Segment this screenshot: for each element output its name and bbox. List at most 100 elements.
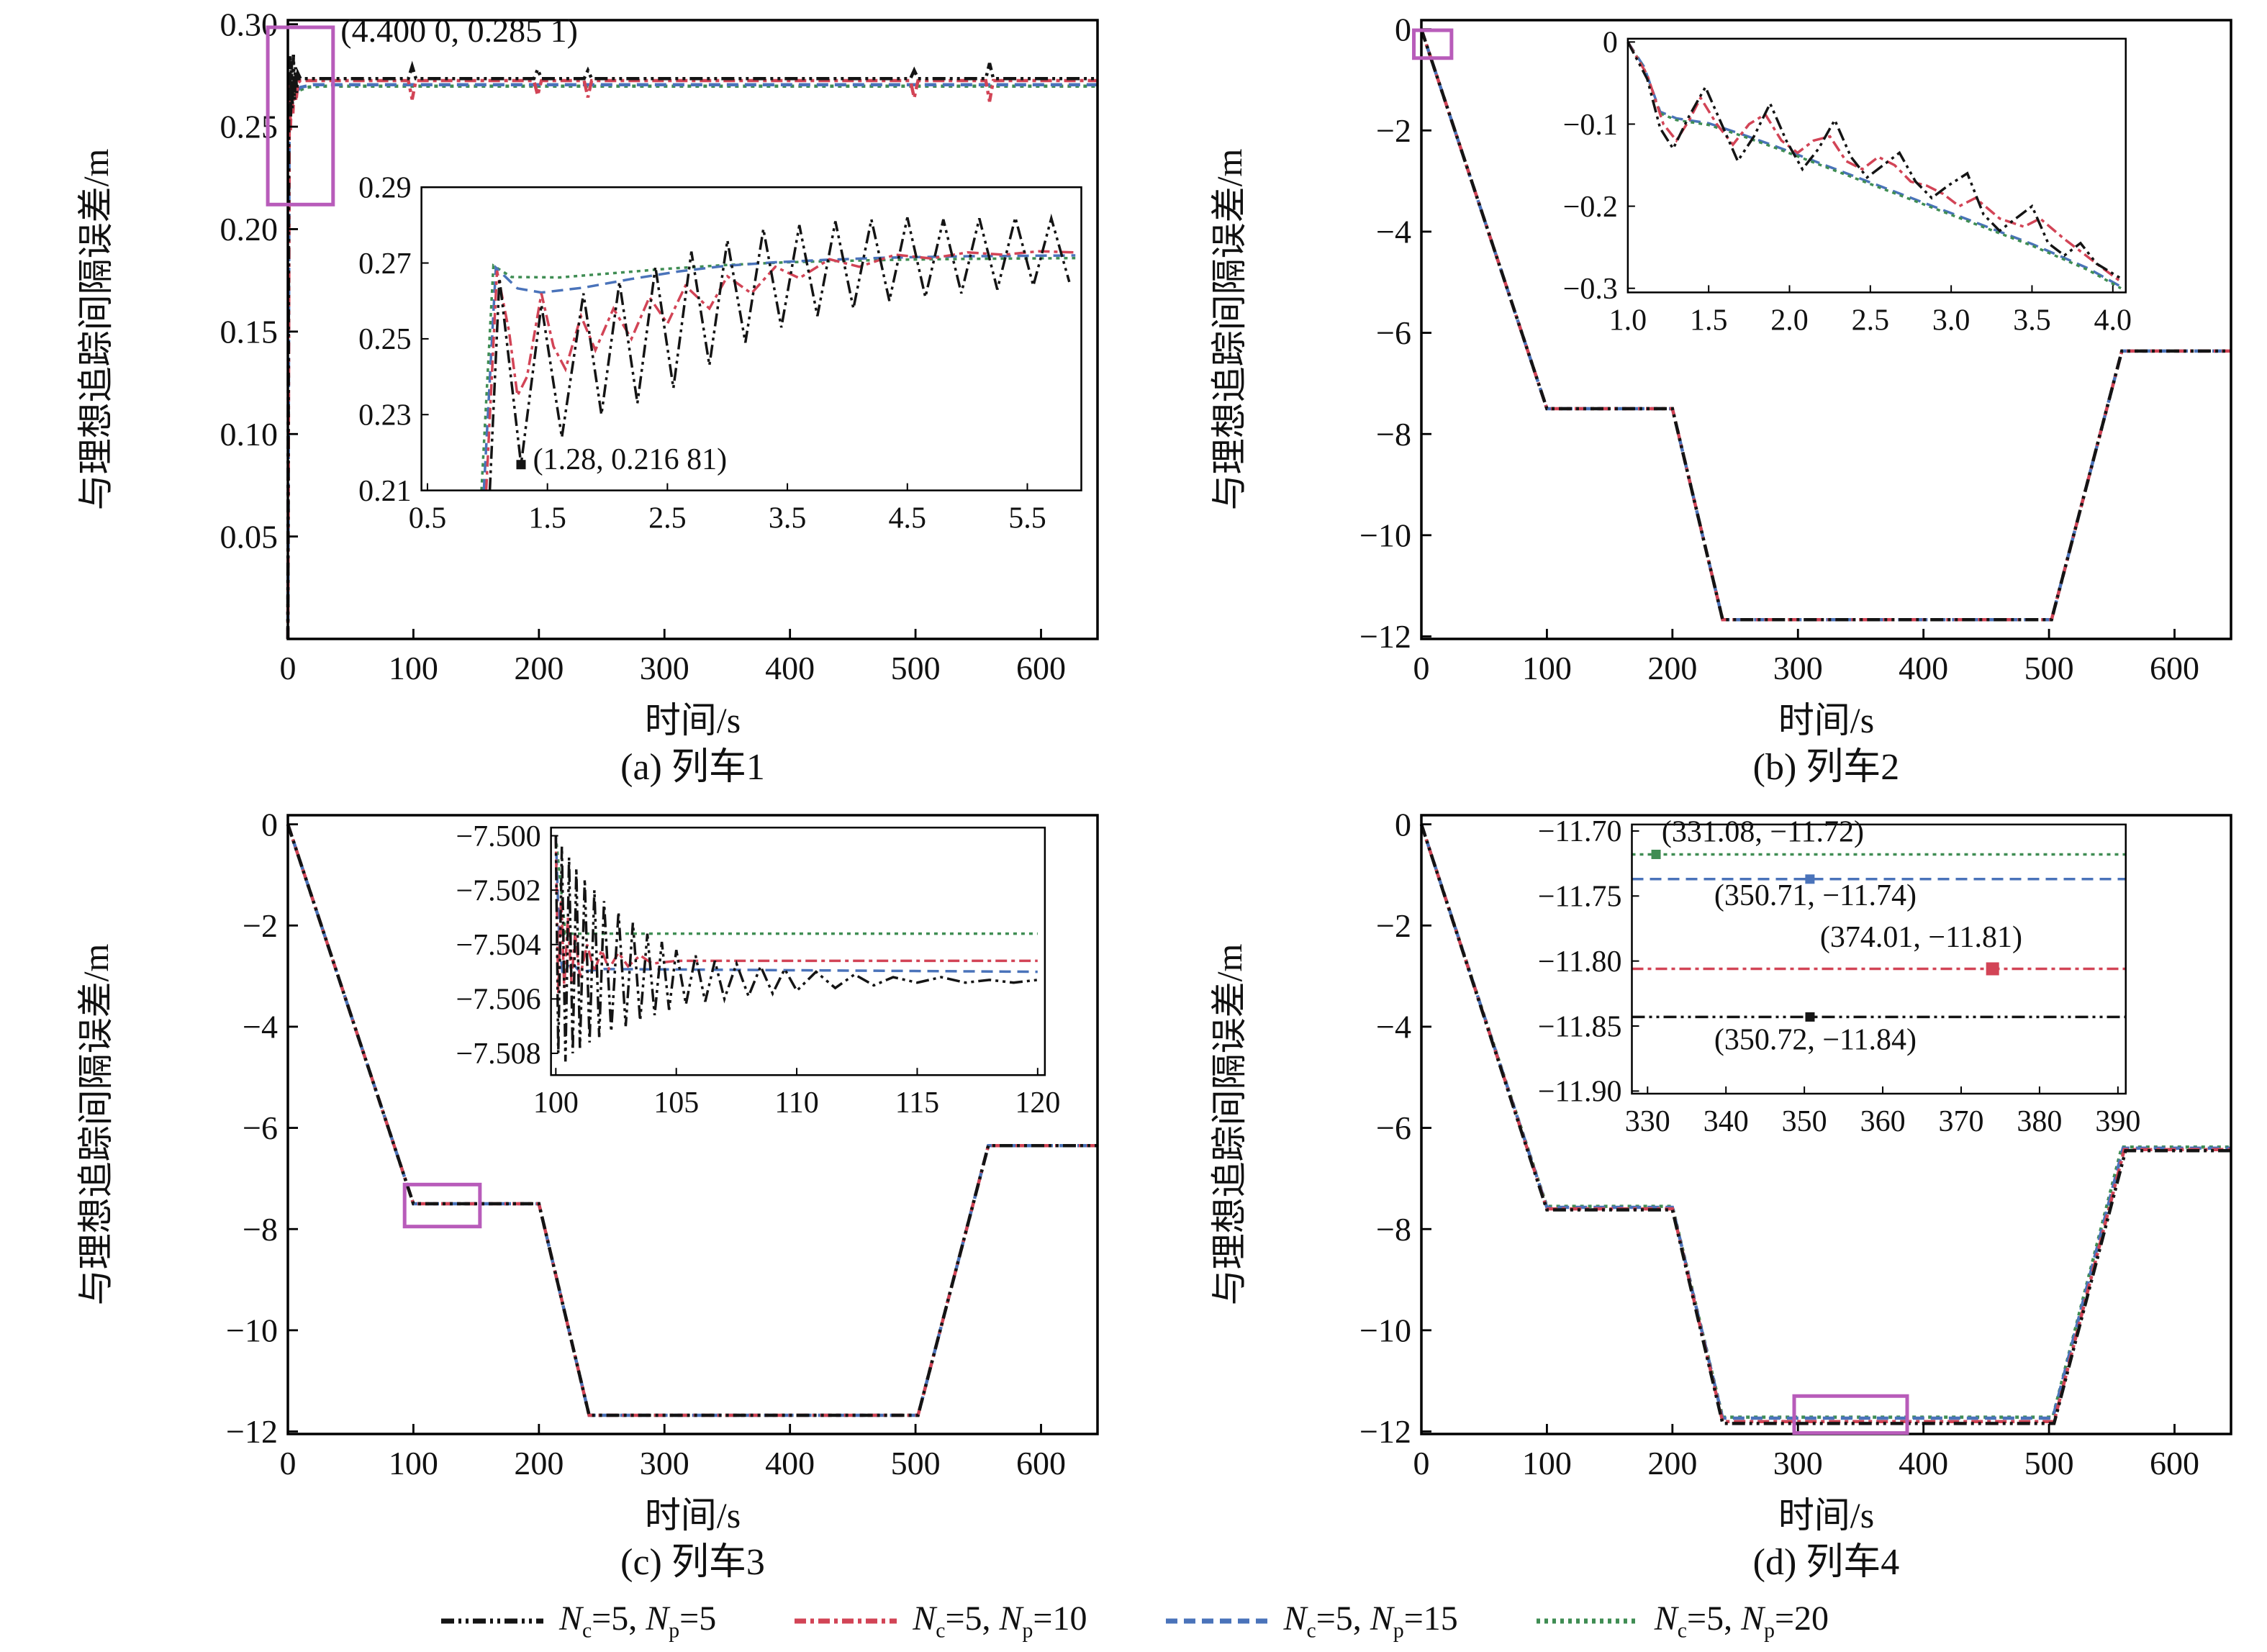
y-tick-label: 0.23 (358, 399, 412, 432)
series-np5 (554, 835, 1038, 1062)
annotation: (4.400 0, 0.285 1) (340, 12, 578, 49)
x-axis-label: 时间/s (1778, 700, 1874, 740)
y-tick-label: −6 (1376, 314, 1411, 351)
axes-frame (1631, 823, 2127, 1095)
legend-item-np5: Nc=5, Np=5 (438, 1599, 716, 1643)
x-tick-label: 3.5 (2013, 304, 2051, 337)
y-tick-label: −4 (243, 1009, 278, 1045)
y-tick-label: −6 (1376, 1109, 1411, 1146)
zoom-highlight-rect (266, 25, 335, 206)
y-tick-label: 0.20 (220, 211, 279, 248)
inset: 100 105 110 115 120 −7.500 −7.502 −7.504 −7.506 −… (456, 820, 1060, 1120)
annotation: (1.28, 0.216 81) (533, 443, 727, 476)
series-np10 (484, 250, 1076, 491)
y-tick-label: −12 (1359, 618, 1411, 655)
x-tick-label: 500 (2024, 650, 2074, 686)
figure-root: 0 100 200 300 400 500 600 0.05 0.10 0.15 0.20 0.25 0… (0, 0, 2232, 1590)
x-axis-label: 时间/s (1778, 1495, 1874, 1535)
series-np5 (286, 55, 1098, 640)
y-tick-label: −11.75 (1538, 881, 1622, 914)
y-tick-label: 0.29 (358, 171, 412, 204)
y-tick-label: −11.80 (1538, 945, 1622, 979)
inset-background (551, 827, 1045, 1076)
x-tick-label: 1.5 (1690, 304, 1728, 337)
legend: Nc=5, Np=5 Nc=5, Np=10 Nc=5, Np=15 Nc=5, Np… (0, 1590, 2267, 1652)
axes-frame (286, 814, 1099, 1435)
x-axis-label: 时间/s (645, 700, 741, 740)
panel-a-chart: 0 100 200 300 400 500 6000.050.100.150.200.250… (0, 0, 1134, 795)
y-tick-label: −2 (1376, 907, 1411, 944)
x-tick-label: 4.5 (889, 502, 927, 535)
annotation: (350.71, −11.74) (1714, 879, 1917, 912)
inset-background (421, 187, 1082, 491)
y-tick-label: −4 (1376, 1009, 1411, 1045)
x-tick-label: 1.0 (1609, 304, 1647, 337)
y-tick-label: 0.15 (220, 313, 279, 350)
legend-line-np20 (1536, 1618, 1639, 1624)
y-tick-label: 0.27 (358, 248, 412, 281)
x-tick-label: 3.0 (1932, 304, 1970, 337)
annotation-marker (1986, 962, 1999, 976)
y-tick-label: 0.21 (358, 475, 412, 508)
legend-label: Nc=5, Np=20 (1654, 1599, 1829, 1643)
y-tick-label: −2 (1376, 112, 1411, 149)
x-tick-label: 115 (895, 1086, 939, 1120)
y-tick-label: 0.05 (220, 518, 279, 555)
annotation: (374.01, −11.81) (1820, 921, 2022, 954)
zoom-highlight-rect (1792, 1394, 1909, 1435)
y-tick-label: −0.3 (1563, 273, 1618, 306)
x-tick-label: 300 (1773, 650, 1823, 686)
y-tick-label: 0 (1603, 27, 1618, 60)
x-tick-label: 350 (1782, 1105, 1827, 1138)
x-tick-label: 0.5 (409, 502, 447, 535)
legend-label: Nc=5, Np=15 (1283, 1599, 1458, 1643)
zoom-highlight-rect (1412, 28, 1454, 60)
y-axis-label: 与理想追踪间隔误差/m (76, 944, 116, 1306)
series-np10 (286, 76, 1098, 640)
panel-title: (b) 列车2 (1753, 747, 1900, 788)
series-np5 (488, 213, 1071, 491)
legend-line-np5 (440, 1618, 543, 1624)
series-np10 (554, 835, 1038, 994)
y-tick-label: −10 (226, 1312, 278, 1348)
y-tick-label: −0.2 (1563, 191, 1618, 224)
y-tick-label: −7.500 (456, 820, 540, 853)
y-axis-label: 与理想追踪间隔误差/m (76, 149, 116, 511)
y-tick-label: 0 (261, 806, 278, 843)
y-tick-label: −4 (1376, 214, 1411, 250)
x-tick-label: 300 (1773, 1445, 1823, 1481)
x-tick-label: 100 (1522, 1445, 1572, 1481)
x-tick-label: 200 (1647, 650, 1697, 686)
y-tick-label: −2 (243, 907, 278, 944)
y-tick-label: −8 (1376, 416, 1411, 453)
y-tick-label: −10 (1359, 517, 1411, 553)
x-tick-label: 100 (389, 650, 438, 686)
x-tick-label: 2.5 (1852, 304, 1890, 337)
y-tick-label: 0.25 (358, 323, 412, 356)
x-tick-label: 2.0 (1770, 304, 1809, 337)
y-tick-label: −7.504 (456, 929, 540, 962)
inset-background (1627, 38, 2126, 293)
series-np5 (1626, 41, 2122, 280)
y-axis-label: 与理想追踪间隔误差/m (1209, 149, 1249, 511)
series-np15 (1626, 41, 2122, 288)
series-np5 (1419, 824, 2231, 1425)
inset: 330 340 350 360 370 380 390 −11.70 −11.75 −11.80 −… (1538, 815, 2140, 1138)
x-tick-label: 100 (389, 1445, 438, 1481)
axes-frame (1626, 37, 2127, 294)
legend-label: Nc=5, Np=5 (558, 1599, 717, 1643)
y-axis-label: 与理想追踪间隔误差/m (1209, 944, 1249, 1306)
legend-line-np10 (795, 1618, 897, 1624)
y-tick-label: −0.1 (1563, 109, 1618, 142)
panel-c-chart: 0 100 200 300 400 500 600 0 −2 −4 −6 −8 −10 −12 100 105… (0, 795, 1134, 1590)
x-tick-label: 100 (533, 1086, 579, 1120)
x-tick-label: 5.5 (1008, 502, 1046, 535)
x-tick-label: 600 (1016, 1445, 1066, 1481)
panel-title: (c) 列车3 (620, 1542, 765, 1583)
annotation-marker (1651, 849, 1661, 859)
x-tick-label: 380 (2017, 1105, 2062, 1138)
axes-frame (1420, 19, 2232, 640)
x-tick-label: 500 (891, 1445, 941, 1481)
axes-frame (286, 19, 1099, 640)
x-tick-label: 400 (765, 650, 815, 686)
